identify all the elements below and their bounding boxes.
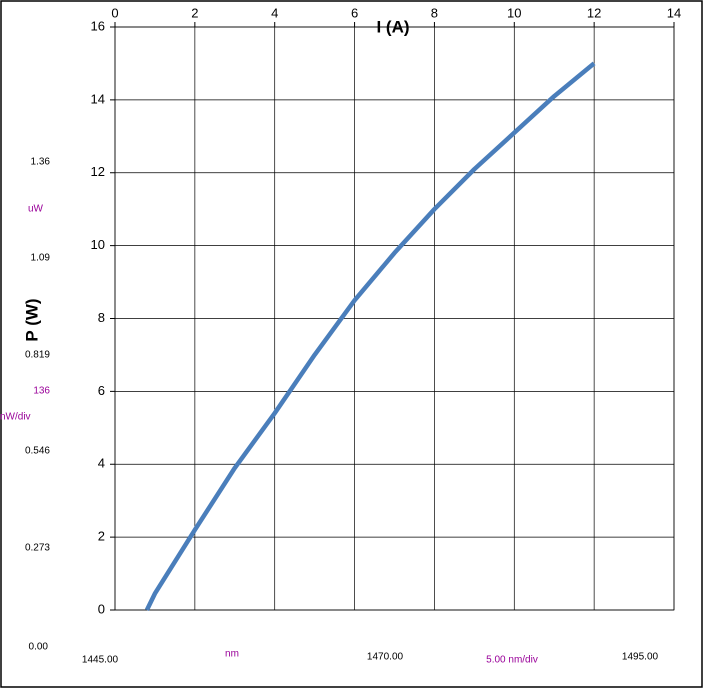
y-tick-label: 2	[98, 529, 105, 544]
overlay-label: 0.273	[25, 543, 50, 554]
y-axis-title: P (W)	[22, 298, 41, 341]
overlay-label: 1495.00	[622, 652, 659, 663]
overlay-label: 1.36	[31, 157, 51, 168]
overlay-label: 136	[33, 386, 50, 397]
y-tick-label: 16	[91, 18, 105, 33]
y-tick-label: 10	[91, 237, 105, 252]
x-tick-label: 10	[507, 5, 521, 20]
plot-area	[114, 26, 675, 611]
y-tick-label: 14	[91, 91, 105, 106]
x-tick-label: 0	[111, 5, 118, 20]
x-tick-label: 6	[351, 5, 358, 20]
y-tick-label: 8	[98, 310, 105, 325]
x-tick-label: 14	[667, 5, 681, 20]
x-tick-label: 4	[271, 5, 278, 20]
overlay-label: 5.00 nm/div	[486, 655, 538, 666]
y-tick-label: 6	[98, 383, 105, 398]
overlay-label: 1445.00	[82, 655, 119, 666]
x-tick-label: 8	[431, 5, 438, 20]
y-tick-label: 0	[98, 601, 105, 616]
data-line	[144, 61, 596, 611]
x-tick-label: 2	[191, 5, 198, 20]
overlay-label: nm	[225, 649, 239, 660]
overlay-label: 0.819	[25, 350, 50, 361]
overlay-label: 0.546	[25, 446, 50, 457]
x-tick-label: 12	[587, 5, 601, 20]
overlay-label: uW	[28, 204, 44, 215]
overlay-label: 1.09	[31, 253, 51, 264]
overlay-label: 0.00	[29, 642, 49, 653]
overlay-label: 1470.00	[367, 652, 404, 663]
y-tick-label: 4	[98, 456, 105, 471]
overlay-label: nW/div	[0, 412, 31, 423]
y-tick-label: 12	[91, 164, 105, 179]
